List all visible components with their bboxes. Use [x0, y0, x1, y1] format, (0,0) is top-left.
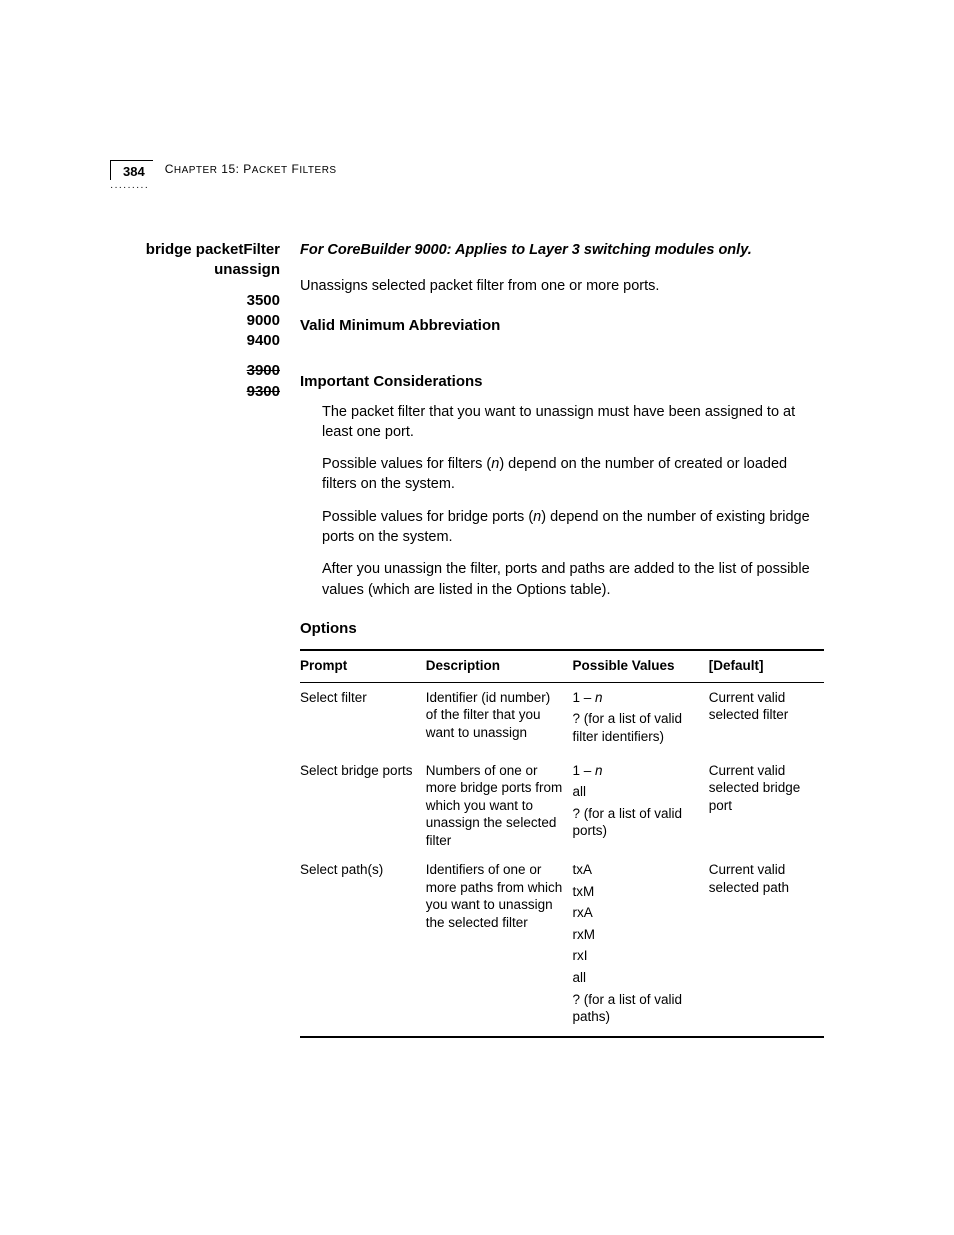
cell-default: Current valid selected filter	[709, 682, 824, 755]
cell-possible-values: 1 – nall? (for a list of valid ports)	[572, 756, 708, 856]
consideration-3: Possible values for bridge ports (n) dep…	[300, 507, 824, 548]
table-row: Select filterIdentifier (id number) of t…	[300, 682, 824, 755]
intro-text: Unassigns selected packet filter from on…	[300, 276, 824, 296]
th-possible-values: Possible Values	[572, 650, 708, 682]
command-name-line2: unassign	[110, 260, 280, 280]
th-description: Description	[426, 650, 573, 682]
page-number: 384	[110, 160, 153, 180]
model-9400: 9400	[110, 331, 280, 351]
considerations-heading: Important Considerations	[300, 371, 824, 392]
model-9300-struck: 9300	[110, 382, 280, 402]
cell-default: Current valid selected path	[709, 855, 824, 1036]
cell-description: Identifier (id number) of the filter tha…	[426, 682, 573, 755]
cell-prompt: Select path(s)	[300, 855, 426, 1036]
cell-prompt: Select filter	[300, 682, 426, 755]
command-name-line1: bridge packetFilter	[110, 240, 280, 260]
options-table: Prompt Description Possible Values [Defa…	[300, 649, 824, 1038]
cell-default: Current valid selected bridge port	[709, 756, 824, 856]
cell-description: Numbers of one or more bridge ports from…	[426, 756, 573, 856]
table-row: Select path(s)Identifiers of one or more…	[300, 855, 824, 1036]
cell-prompt: Select bridge ports	[300, 756, 426, 856]
abbrev-heading: Valid Minimum Abbreviation	[300, 315, 824, 336]
model-3500: 3500	[110, 291, 280, 311]
consideration-4: After you unassign the filter, ports and…	[300, 559, 824, 600]
consideration-2: Possible values for filters (n) depend o…	[300, 454, 824, 495]
model-3900-struck: 3900	[110, 361, 280, 381]
table-row: Select bridge portsNumbers of one or mor…	[300, 756, 824, 856]
options-heading: Options	[300, 618, 824, 639]
decorative-dots: ·········	[110, 182, 149, 193]
cell-description: Identifiers of one or more paths from wh…	[426, 855, 573, 1036]
th-prompt: Prompt	[300, 650, 426, 682]
applies-note: For CoreBuilder 9000: Applies to Layer 3…	[300, 240, 824, 260]
th-default: [Default]	[709, 650, 824, 682]
model-9000: 9000	[110, 311, 280, 331]
chapter-title: CHAPTER 15: PACKET FILTERS	[165, 162, 337, 180]
cell-possible-values: txAtxMrxArxMrxIall? (for a list of valid…	[572, 855, 708, 1036]
consideration-1: The packet filter that you want to unass…	[300, 402, 824, 443]
cell-possible-values: 1 – n? (for a list of valid filter ident…	[572, 682, 708, 755]
